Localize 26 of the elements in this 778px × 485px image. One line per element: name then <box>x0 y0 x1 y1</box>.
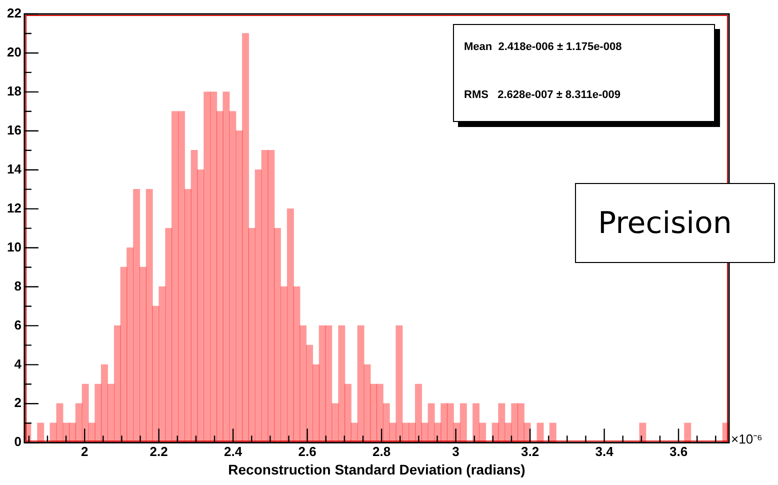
x-axis-title: Reconstruction Standard Deviation (radians) <box>228 461 526 478</box>
y-tick-label: 18 <box>6 84 22 99</box>
x-tick-label: 3 <box>452 444 460 459</box>
y-tick-label: 6 <box>14 317 22 332</box>
y-tick-label: 14 <box>6 161 22 176</box>
y-tick-label: 22 <box>6 6 22 21</box>
annotation: Mean 2.418e-006 ± 1.175e-008 <box>464 41 622 53</box>
x-tick-label: 2.4 <box>224 444 243 459</box>
x-tick-label: 2.2 <box>150 444 168 459</box>
y-tick-label: 12 <box>6 200 22 216</box>
x-tick-label: 2.6 <box>298 444 316 459</box>
x-tick-label: 3.2 <box>520 444 540 459</box>
x-tick-label: 2 <box>80 444 88 459</box>
y-tick-label: 20 <box>6 44 22 60</box>
x-tick-label: 3.4 <box>595 444 614 459</box>
y-tick-label: 0 <box>14 434 22 450</box>
annotation: RMS 2.628e-007 ± 8.311e-009 <box>464 89 620 101</box>
x-tick-label: 3.6 <box>669 444 688 459</box>
y-tick-label: 10 <box>6 239 22 254</box>
y-tick-label: 16 <box>6 122 22 138</box>
text-box: Precision <box>575 183 775 263</box>
x-tick-label: 2.8 <box>372 444 391 459</box>
y-tick-label: 2 <box>14 395 22 410</box>
y-tick-label: 4 <box>14 356 22 372</box>
text: ×10⁻⁶ <box>731 432 762 447</box>
y-tick-label: 8 <box>14 278 22 294</box>
